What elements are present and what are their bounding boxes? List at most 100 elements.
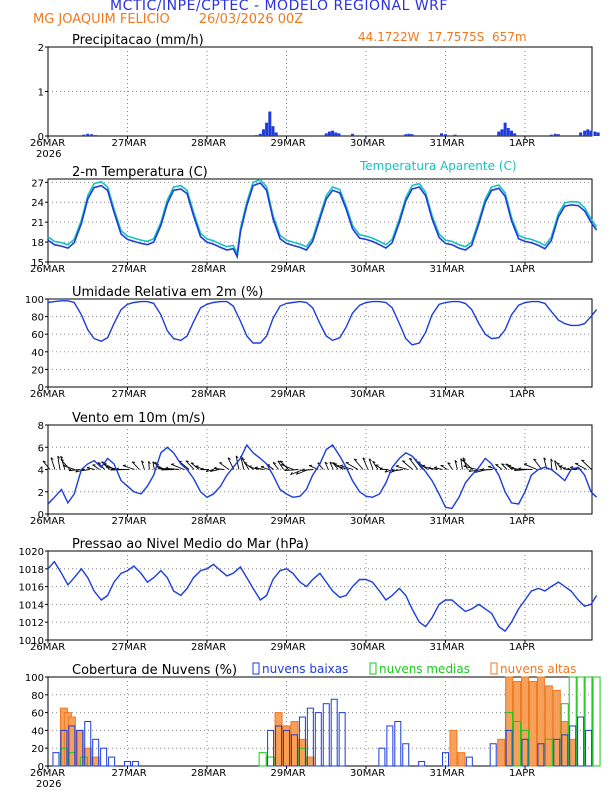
y-tick-label: 40 [31, 348, 44, 359]
wind-arrow [332, 462, 339, 470]
panel-3 [45, 298, 598, 390]
wind-arrow [101, 461, 110, 470]
wind-arrow-head [57, 455, 61, 459]
wind-arrow-head [141, 460, 145, 464]
x-tick-label: 28MAR [191, 768, 226, 779]
precip-bar [334, 132, 338, 136]
y-tick-label: 20 [31, 365, 44, 376]
x-tick-label: 31MAR [430, 768, 465, 779]
high-cloud-bar [282, 725, 291, 767]
wind-arrow-head [301, 468, 305, 471]
low-cloud-bar [283, 729, 290, 767]
low-cloud-bar [505, 729, 513, 767]
wind-arrow-head [329, 461, 333, 465]
precip-bar [506, 127, 510, 136]
low-cloud-bar [386, 725, 394, 767]
mid-cloud-bar [79, 756, 88, 767]
y-tick-label: 20 [31, 744, 44, 755]
wind-arrow [402, 460, 414, 470]
wind-arrow [574, 463, 587, 470]
panel-frame [47, 298, 593, 388]
low-cloud-bar [330, 698, 338, 767]
wind-arrow [481, 469, 493, 471]
precip-bar [410, 134, 414, 136]
high-cloud-bar [457, 752, 466, 767]
precip-bar [82, 134, 86, 136]
wind-arrow [75, 469, 85, 473]
wind-arrow-head [210, 469, 213, 472]
y-tick-label: 2 [38, 488, 44, 499]
wind-arrow-head [148, 461, 151, 464]
wind-arrow [375, 464, 384, 470]
panel-2 [45, 178, 598, 265]
wind-arrow-head [324, 461, 328, 465]
x-tick-label: 31MAR [430, 516, 465, 527]
precip-bar [324, 133, 328, 136]
wind-arrow [301, 469, 314, 471]
wind-arrow [210, 469, 220, 472]
wind-arrow-head [384, 469, 388, 473]
wind-arrow-head [161, 467, 165, 471]
humidity-line [47, 300, 598, 346]
low-cloud-bar [275, 725, 283, 767]
wind-arrow-head [581, 459, 585, 462]
wind-arrow-head [353, 458, 358, 461]
wind-arrow-head [60, 458, 64, 461]
y-tick-label: 100 [25, 295, 44, 306]
x-tick-label: 27MAR [112, 264, 147, 275]
mid-cloud-bar [258, 752, 267, 767]
wind-arrow [165, 467, 180, 470]
low-cloud-bar [131, 761, 139, 767]
wind-arrow-head [97, 462, 101, 464]
panel-frame [47, 550, 593, 641]
x-tick-label: 30MAR [350, 642, 385, 653]
precip-bar [274, 132, 278, 136]
x-tick-label: 30MAR [350, 138, 385, 149]
x-tick-label: 28MAR [191, 138, 226, 149]
wind-arrow [392, 469, 403, 472]
wind-arrow [50, 457, 56, 470]
low-cloud-bar [314, 712, 322, 767]
y-tick-label: 80 [31, 691, 44, 702]
x-year-label: 2026 [36, 149, 61, 160]
panel-title: 2-m Temperatura (C) [72, 165, 208, 180]
wind-arrow-head [122, 464, 126, 466]
high-cloud-bar [536, 676, 545, 767]
precip-bar [583, 130, 587, 136]
wind-arrow [353, 458, 364, 470]
wind-arrow [254, 467, 264, 470]
precip-bar [327, 131, 331, 136]
x-tick-label: 30MAR [350, 516, 385, 527]
panel-6 [45, 662, 601, 769]
pressure-line [47, 560, 598, 633]
wind-arrow [81, 469, 90, 472]
low-cloud-bar [76, 729, 84, 767]
panel-title: Pressao ao Nivel Medio do Mar (hPa) [72, 537, 309, 552]
wind-arrow [279, 460, 289, 470]
x-tick-label: 27MAR [112, 138, 147, 149]
y-tick-label: 15 [31, 258, 44, 269]
low-cloud-bar [442, 752, 449, 767]
wind-arrow [57, 455, 61, 470]
high-cloud-bar [449, 729, 458, 767]
high-cloud-bar [521, 676, 529, 767]
wind-arrow [329, 461, 334, 470]
wind-arrow [280, 464, 294, 470]
y-tick-label: 0 [38, 383, 44, 394]
wind-arrow-head [295, 471, 299, 475]
low-cloud-bar [537, 743, 545, 767]
wind-arrow-head [284, 468, 288, 471]
wind-arrow-head [213, 466, 217, 469]
low-cloud-bar [402, 743, 410, 767]
y-tick-label: 1014 [19, 600, 44, 611]
x-tick-label: 29MAR [271, 389, 306, 400]
x-tick-label: 26MAR [30, 264, 65, 275]
high-cloud-bar [505, 676, 514, 767]
wind-arrow-head [86, 466, 90, 469]
wind-arrow [454, 460, 458, 470]
wind-arrow-head [379, 467, 383, 470]
wind-arrow-head [336, 464, 340, 467]
precip-bar [404, 134, 408, 136]
precip-bar [94, 135, 98, 136]
wind-arrow-head [105, 465, 110, 468]
